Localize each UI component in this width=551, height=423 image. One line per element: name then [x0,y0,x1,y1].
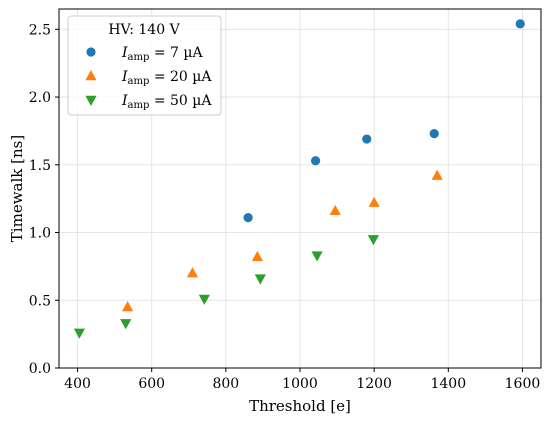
data-point [515,19,525,29]
series-2 [73,235,380,339]
y-tick-label: 0.5 [29,293,51,309]
legend-label-subscript: amp [128,52,150,63]
data-point [121,301,134,312]
legend-marker [86,47,96,57]
legend-box [67,15,222,116]
legend-title: HV: 140 V [108,22,180,38]
data-point [362,134,372,144]
data-point [367,235,380,246]
legend-label-symbol: I [121,69,128,85]
legend-label-symbol: I [121,45,128,61]
data-point [73,328,85,339]
data-point [186,267,199,278]
x-tick-label: 1600 [505,376,541,392]
legend-label-value: = 20 µA [149,69,212,85]
legend-label-subscript: amp [128,76,150,87]
legend-marker [85,70,97,81]
data-point [198,294,210,305]
plot-frame [58,8,542,369]
data-point [368,196,380,207]
data-point [254,274,266,285]
x-tick-label: 1200 [356,376,392,392]
x-tick-label: 1000 [282,376,318,392]
legend-entry-label: Iamp = 7 µA [121,45,203,63]
y-axis-label: Timewalk [ns] [8,135,26,242]
x-tick-label: 800 [212,376,239,392]
series-0 [243,19,525,223]
data-point [329,204,341,216]
data-point [310,156,321,166]
y-tick-label: 2.0 [29,90,51,106]
data-point [243,213,253,223]
data-points [73,19,525,339]
legend-label-value: = 50 µA [149,93,212,109]
y-tick-label: 2.5 [29,22,51,38]
legend-entry-label: Iamp = 50 µA [121,93,212,111]
x-tick-label: 1400 [430,376,466,392]
x-tick-label: 600 [138,376,165,392]
legend-label-symbol: I [121,93,128,109]
legend-label-subscript: amp [128,100,150,111]
series-1 [121,169,443,312]
data-point [251,250,263,262]
data-point [429,129,439,139]
x-tick-label: 400 [64,376,91,392]
data-point [311,251,323,262]
y-tick-label: 1.0 [29,226,51,242]
legend-label-value: = 7 µA [149,45,203,61]
y-tick-label: 0.0 [29,361,51,377]
legend-entry-label: Iamp = 20 µA [121,69,212,87]
data-point [431,169,443,180]
legend-marker [85,95,97,106]
data-point [120,319,132,330]
x-axis-label: Threshold [e] [249,397,351,415]
ticks: 400 600 800 1000 1200 1400 1600 0.0 0.5 1.0 1.5 2.0… [29,22,541,392]
y-tick-label: 1.5 [29,158,51,174]
